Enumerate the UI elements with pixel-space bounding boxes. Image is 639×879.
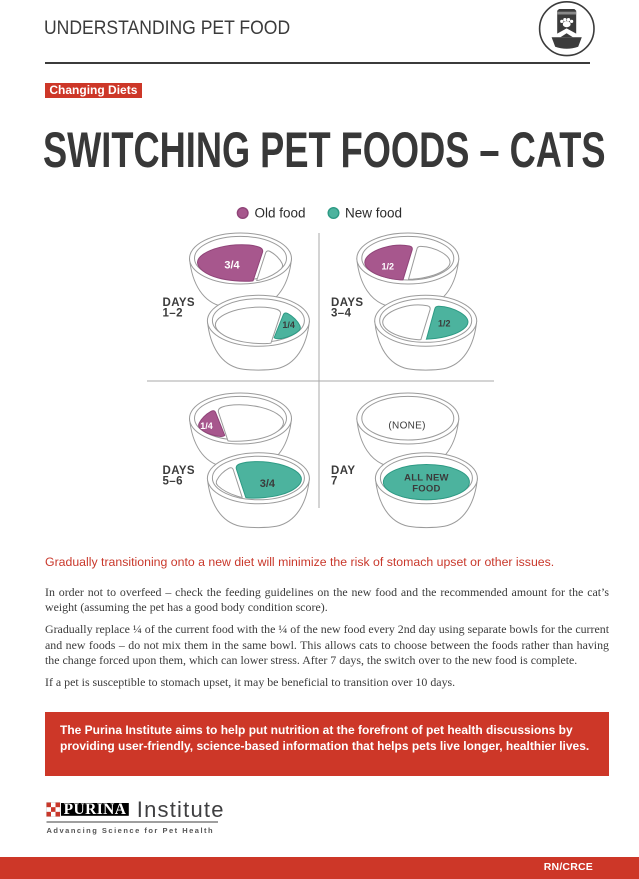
svg-text:DAYS: DAYS: [163, 297, 196, 309]
svg-text:New food: New food: [345, 206, 402, 221]
svg-text:5–6: 5–6: [163, 476, 183, 488]
svg-text:DAYS: DAYS: [331, 297, 364, 309]
svg-text:1–2: 1–2: [163, 308, 183, 320]
svg-text:PURINA: PURINA: [64, 801, 127, 818]
svg-text:3/4: 3/4: [260, 478, 276, 490]
svg-text:(NONE): (NONE): [388, 421, 425, 432]
svg-text:Advancing Science for Pet Heal: Advancing Science for Pet Health: [47, 826, 215, 835]
svg-text:Institute: Institute: [137, 797, 225, 822]
svg-text:3–4: 3–4: [331, 308, 352, 320]
svg-text:1/4: 1/4: [200, 421, 213, 431]
svg-text:FOOD: FOOD: [412, 483, 440, 494]
svg-text:Old food: Old food: [255, 206, 306, 221]
svg-text:1/2: 1/2: [382, 262, 395, 272]
svg-text:7: 7: [331, 476, 338, 488]
svg-text:1/4: 1/4: [282, 320, 295, 330]
svg-text:3/4: 3/4: [224, 260, 240, 272]
svg-text:1/2: 1/2: [438, 318, 451, 328]
svg-text:DAY: DAY: [331, 465, 355, 477]
svg-text:DAYS: DAYS: [163, 465, 196, 477]
svg-text:ALL NEW: ALL NEW: [404, 473, 449, 484]
